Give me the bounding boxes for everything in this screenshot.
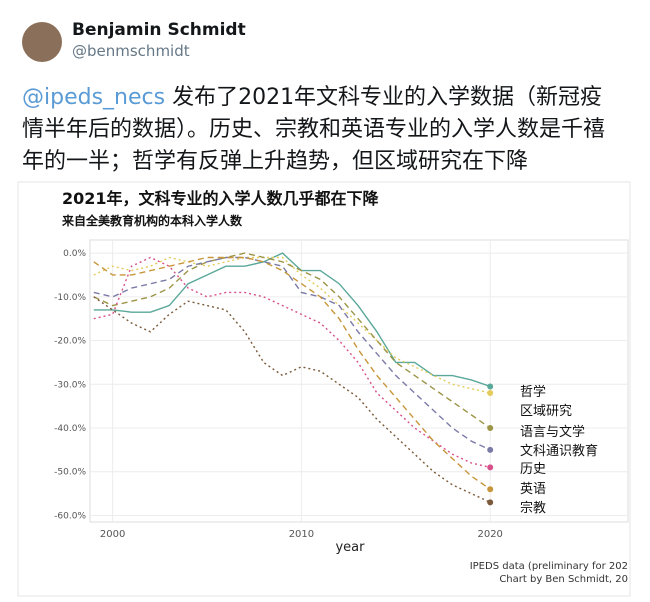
chart-subtitle: 来自全美教育机构的本科入学人数 <box>61 213 243 228</box>
legend-label: 英语 <box>520 482 546 497</box>
series-line <box>93 296 491 503</box>
end-point <box>487 425 494 431</box>
series-line <box>93 256 491 469</box>
avatar[interactable] <box>22 22 62 62</box>
series-line <box>93 252 491 388</box>
legend-label: 文科通识教育 <box>520 443 598 459</box>
x-tick-label: 2000 <box>100 529 125 540</box>
caption: Chart by Ben Schmidt, 20 <box>499 574 628 585</box>
y-tick-label: -10.0% <box>54 293 86 303</box>
end-point <box>487 390 494 397</box>
end-point <box>487 446 494 453</box>
x-axis-label: year <box>335 540 365 555</box>
end-point <box>487 383 494 390</box>
tweet-body: 发布了2021年文科专业的入学数据（新冠疫情半年后的数据）。历史、宗教和英语专业… <box>22 85 606 174</box>
legend-label: 宗教 <box>520 500 546 516</box>
tweet-text: @ipeds_necs 发布了2021年文科专业的入学数据（新冠疫情半年后的数据… <box>22 82 622 178</box>
x-tick-label: 2010 <box>289 529 314 540</box>
plot-area <box>89 239 629 523</box>
series-line <box>93 256 491 451</box>
author-name[interactable]: Benjamin Schmidt <box>72 20 246 40</box>
y-tick-label: -60.0% <box>54 511 86 521</box>
legend-label: 历史 <box>520 462 546 477</box>
series-line <box>93 256 491 490</box>
x-tick-label: 2020 <box>477 529 502 540</box>
end-point <box>487 464 494 471</box>
y-tick-label: -20.0% <box>54 337 86 347</box>
legend-label: 区域研究 <box>520 404 572 419</box>
mention[interactable]: @ipeds_necs <box>22 85 166 110</box>
y-tick-label: -30.0% <box>54 380 86 390</box>
end-point <box>487 499 494 506</box>
caption: IPEDS data (preliminary for 202 <box>470 561 628 572</box>
chart-title: 2021年，文科专业的入学人数几乎都在下降 <box>62 189 380 208</box>
y-tick-label: 0.0% <box>63 249 86 259</box>
end-point <box>487 486 494 493</box>
series-line <box>93 252 491 429</box>
y-tick-label: -50.0% <box>54 468 86 478</box>
author-handle[interactable]: @benmschmidt <box>72 42 190 60</box>
legend-label: 语言与文学 <box>520 424 585 440</box>
legend-label: 哲学 <box>520 384 546 400</box>
y-tick-label: -40.0% <box>54 424 86 434</box>
